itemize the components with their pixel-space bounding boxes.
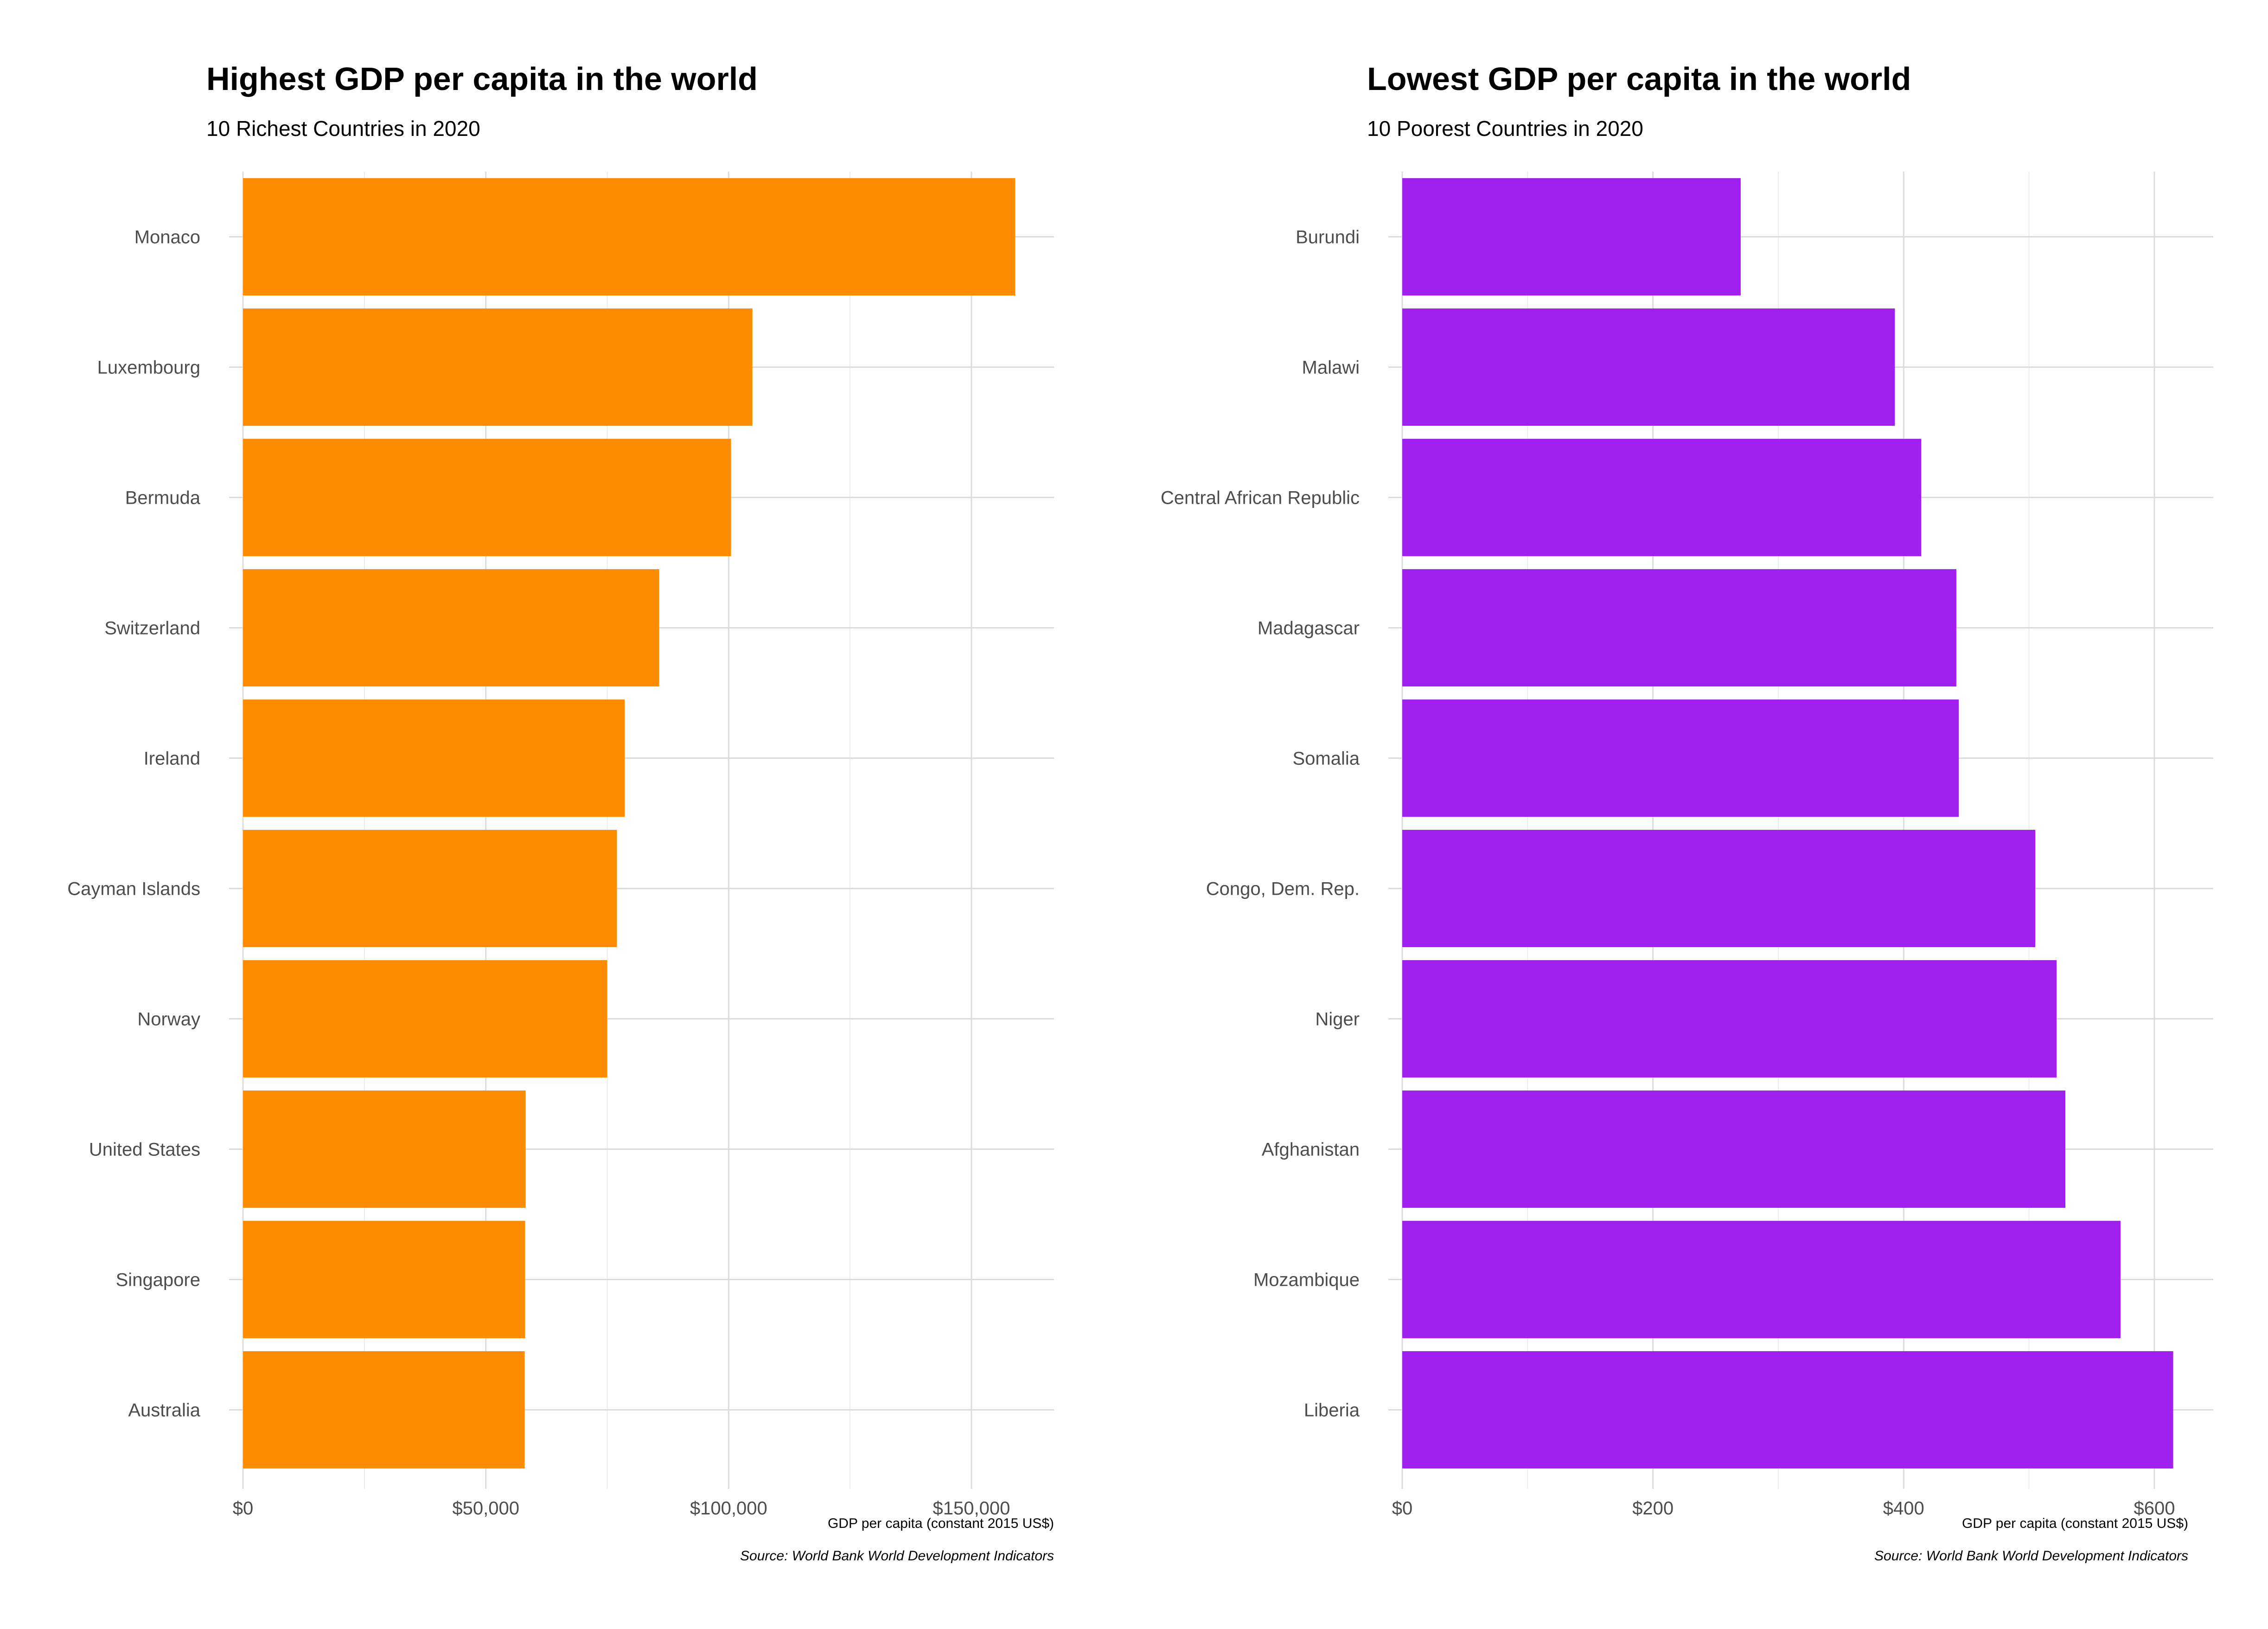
category-label: United States xyxy=(89,1140,200,1160)
chart-title: Lowest GDP per capita in the world xyxy=(1367,61,1911,97)
x-axis-label: GDP per capita (constant 2015 US$) xyxy=(1961,1516,2188,1531)
category-label: Luxembourg xyxy=(97,358,200,378)
left-chart-plot: $0 $50,000 $100,000 $150,000 Monaco Luxembour… xyxy=(67,172,1054,1519)
bar xyxy=(243,699,625,817)
category-label: Ireland xyxy=(144,749,200,769)
category-label: Norway xyxy=(137,1009,200,1030)
bar xyxy=(1402,699,1959,817)
bar xyxy=(243,1351,525,1469)
category-label: Liberia xyxy=(1304,1400,1360,1421)
bar xyxy=(243,569,659,686)
bar xyxy=(1402,308,1895,426)
category-label: Afghanistan xyxy=(1262,1140,1360,1160)
bar xyxy=(243,960,607,1077)
category-label: Singapore xyxy=(116,1270,200,1290)
x-tick-label: $0 xyxy=(233,1498,254,1519)
bar xyxy=(243,1090,526,1208)
category-label: Australia xyxy=(128,1400,200,1421)
bar xyxy=(243,830,617,947)
x-axis-label: GDP per capita (constant 2015 US$) xyxy=(827,1516,1054,1531)
bar xyxy=(1402,1351,2173,1469)
left-chart-panel: Highest GDP per capita in the world 10 R… xyxy=(67,61,1054,1564)
chart-title: Highest GDP per capita in the world xyxy=(206,61,758,97)
x-tick-label: $600 xyxy=(2134,1498,2175,1519)
category-label: Switzerland xyxy=(104,618,200,639)
category-label: Cayman Islands xyxy=(67,879,200,899)
category-label: Malawi xyxy=(1302,358,1360,378)
category-label: Niger xyxy=(1315,1009,1360,1030)
x-tick-label: $200 xyxy=(1632,1498,1674,1519)
x-tick-label: $400 xyxy=(1883,1498,1924,1519)
bar xyxy=(1402,1221,2121,1338)
category-label: Somalia xyxy=(1292,749,1360,769)
x-tick-label: $150,000 xyxy=(933,1498,1010,1519)
bar xyxy=(243,439,731,556)
category-label: Central African Republic xyxy=(1161,488,1360,508)
category-label: Monaco xyxy=(134,227,200,248)
source-caption: Source: World Bank World Development Ind… xyxy=(1874,1548,2188,1564)
x-tick-label: $50,000 xyxy=(452,1498,519,1519)
bar xyxy=(1402,960,2057,1077)
bar xyxy=(243,1221,525,1338)
bar xyxy=(1402,830,2036,947)
chart-subtitle: 10 Poorest Countries in 2020 xyxy=(1367,116,1643,141)
bar xyxy=(1402,569,1956,686)
category-label: Mozambique xyxy=(1253,1270,1360,1290)
source-caption: Source: World Bank World Development Ind… xyxy=(740,1548,1054,1564)
bar xyxy=(243,178,1016,295)
bar xyxy=(1402,1090,2066,1208)
chart-subtitle: 10 Richest Countries in 2020 xyxy=(206,116,480,141)
category-label: Congo, Dem. Rep. xyxy=(1206,879,1360,899)
bar xyxy=(1402,439,1922,556)
bar xyxy=(243,308,753,426)
right-chart-plot: $0 $200 $400 $600 Burundi Malawi Central Afric… xyxy=(1161,172,2213,1519)
category-label: Burundi xyxy=(1296,227,1360,248)
x-tick-label: $0 xyxy=(1392,1498,1413,1519)
right-chart-panel: Lowest GDP per capita in the world 10 Po… xyxy=(1134,0,2268,1629)
bar xyxy=(1402,178,1741,295)
category-label: Bermuda xyxy=(125,488,201,508)
category-label: Madagascar xyxy=(1258,618,1360,639)
x-tick-label: $100,000 xyxy=(690,1498,767,1519)
